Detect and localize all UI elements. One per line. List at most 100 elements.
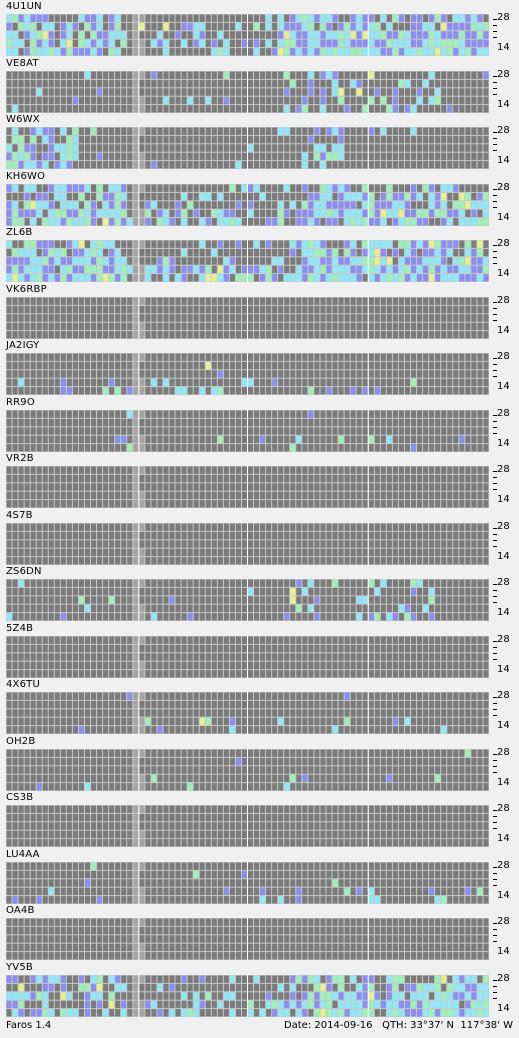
heatmap-cell (459, 353, 465, 361)
heatmap-cell (272, 144, 278, 152)
heatmap-cell (465, 152, 471, 161)
heatmap-cell (290, 330, 296, 338)
heatmap-cell (193, 274, 199, 282)
heatmap-cell (97, 548, 103, 556)
heatmap-cell (157, 96, 163, 104)
heatmap-cell (72, 661, 78, 669)
station-row[interactable]: VK6RBP 28 14 (0, 283, 519, 339)
heatmap-cell (36, 135, 42, 144)
heatmap-cell (163, 669, 169, 677)
heatmap-cell (18, 426, 24, 435)
heatmap-cell (103, 418, 109, 426)
propagation-grid[interactable] (6, 296, 489, 339)
heatmap-cell (338, 87, 344, 96)
heatmap-cell (411, 135, 417, 144)
heatmap-cell (199, 192, 205, 200)
heatmap-cell (109, 257, 115, 265)
heatmap-cell (72, 152, 78, 161)
station-row[interactable]: VE8AT 28 14 (0, 57, 519, 113)
station-row[interactable]: W6WX 28 14 (0, 113, 519, 169)
propagation-grid[interactable] (6, 14, 489, 56)
heatmap-cell (78, 361, 84, 370)
propagation-grid[interactable] (6, 127, 489, 169)
heatmap-cell (368, 71, 374, 79)
heatmap-cell (386, 636, 392, 644)
heatmap-cell (308, 661, 314, 669)
heatmap-cell (103, 587, 109, 596)
heatmap-cell (241, 596, 247, 604)
propagation-grid[interactable] (6, 522, 489, 565)
propagation-grid[interactable] (6, 183, 489, 226)
axis-tick (493, 477, 497, 478)
heatmap-cell (78, 305, 84, 313)
heatmap-cell (30, 410, 36, 418)
heatmap-cell (97, 604, 103, 613)
heatmap-cell (350, 474, 356, 483)
heatmap-cell (181, 636, 187, 644)
heatmap-cell (368, 579, 374, 587)
heatmap-cell (483, 322, 489, 330)
heatmap-cell (380, 669, 386, 677)
heatmap-cell (260, 184, 266, 192)
heatmap-cell (374, 361, 380, 370)
heatmap-cell (139, 48, 145, 56)
station-row[interactable]: KH6WO 28 14 (0, 170, 519, 226)
propagation-grid[interactable] (6, 579, 489, 621)
station-row[interactable]: 4U1UN 28 14 (0, 0, 519, 56)
heatmap-cell (447, 104, 453, 112)
heatmap-cell (193, 474, 199, 483)
heatmap-cell (109, 79, 115, 87)
heatmap-cell (344, 483, 350, 491)
station-row[interactable]: JA2IGY 28 14 (0, 339, 519, 395)
heatmap-cell (254, 322, 260, 330)
station-row[interactable]: 4X6TU 28 14 (0, 678, 519, 734)
heatmap-cell (78, 387, 84, 395)
heatmap-cell (229, 669, 235, 677)
heatmap-cell (60, 426, 66, 435)
propagation-grid[interactable] (6, 635, 489, 678)
propagation-grid[interactable] (6, 692, 489, 734)
heatmap-cell (338, 579, 344, 587)
heatmap-cell (248, 274, 254, 282)
heatmap-cell (326, 466, 332, 474)
propagation-grid[interactable] (6, 353, 489, 395)
heatmap-cell (398, 579, 404, 587)
heatmap-cell (272, 556, 278, 564)
propagation-grid[interactable] (6, 409, 489, 452)
heatmap-cell (205, 297, 211, 305)
heatmap-cell (115, 305, 121, 313)
station-row[interactable]: ZS6DN 28 14 (0, 565, 519, 621)
heatmap-cell (338, 669, 344, 677)
heatmap-cell (435, 353, 441, 361)
heatmap-cell (435, 217, 441, 225)
heatmap-cell (248, 265, 254, 274)
station-row[interactable]: VR2B 28 14 (0, 452, 519, 508)
heatmap-cell (66, 604, 72, 613)
station-row[interactable]: 5Z4B 28 14 (0, 622, 519, 678)
axis-label-top: 28 (497, 125, 510, 136)
heatmap-cell (145, 200, 151, 209)
heatmap-cell (199, 144, 205, 152)
station-row[interactable]: 4S7B 28 14 (0, 509, 519, 565)
heatmap-cell (248, 579, 254, 587)
heatmap-cell (338, 587, 344, 596)
heatmap-cell (72, 274, 78, 282)
heatmap-cell (278, 313, 284, 322)
heatmap-cell (350, 209, 356, 217)
heatmap-cell (260, 305, 266, 313)
heatmap-cell (459, 240, 465, 248)
heatmap-cell (139, 31, 145, 39)
heatmap-cell (417, 217, 423, 225)
propagation-grid[interactable] (6, 466, 489, 508)
station-row[interactable]: ZL6B 28 14 (0, 226, 519, 282)
propagation-grid[interactable] (6, 240, 489, 282)
heatmap-cell (290, 217, 296, 225)
heatmap-cell (483, 474, 489, 483)
propagation-grid[interactable] (6, 70, 489, 113)
heatmap-cell (121, 474, 127, 483)
heatmap-cell (435, 579, 441, 587)
heatmap-cell (404, 297, 411, 305)
heatmap-cell (368, 31, 374, 39)
station-row[interactable]: RR9O 28 14 (0, 396, 519, 452)
heatmap-cell (392, 435, 398, 443)
